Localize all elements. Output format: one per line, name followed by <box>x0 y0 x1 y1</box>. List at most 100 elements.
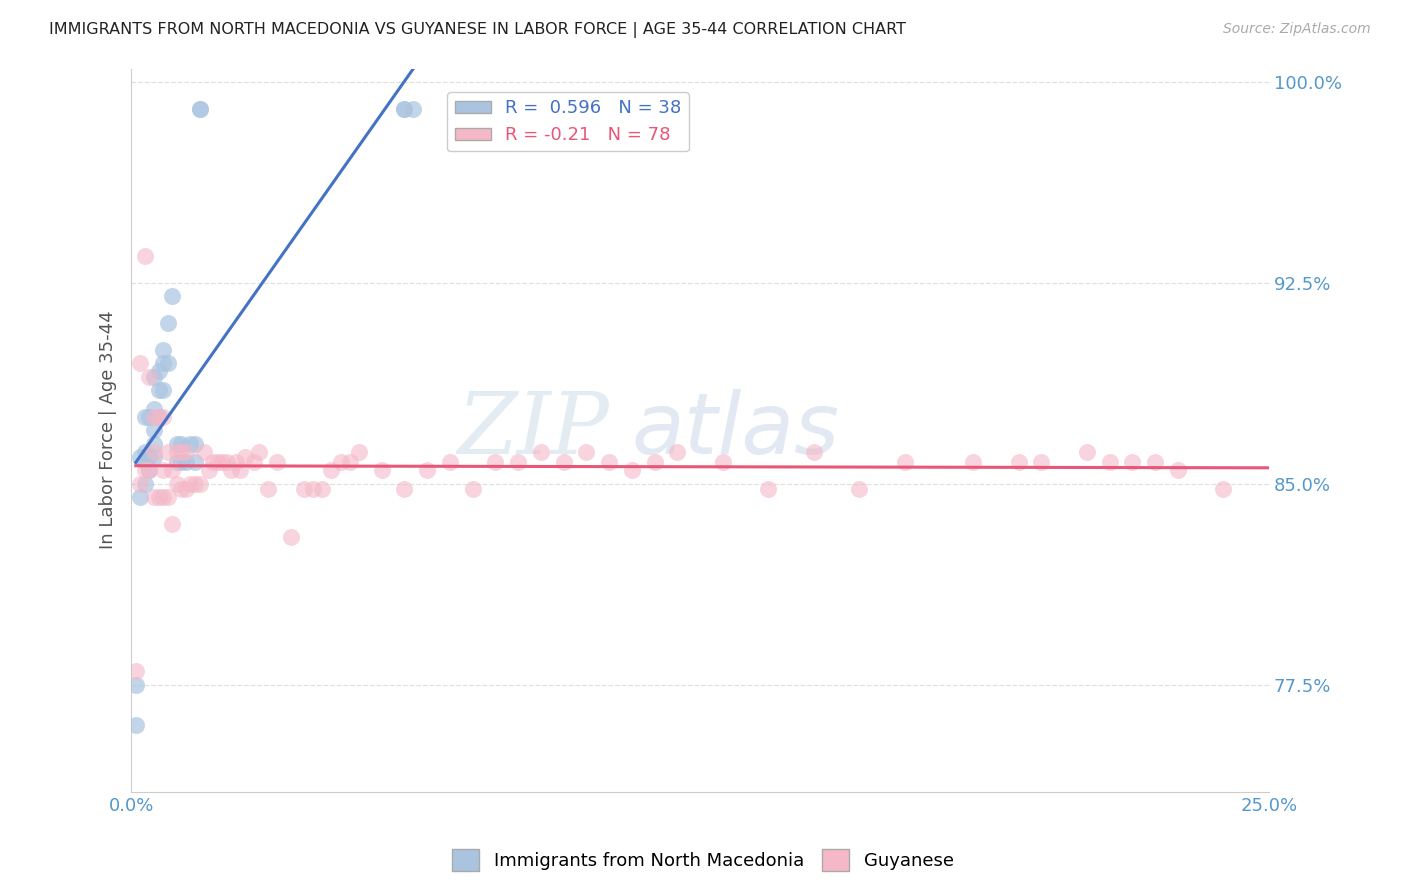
Point <box>620 463 643 477</box>
Point <box>184 436 207 450</box>
Point <box>148 383 170 397</box>
Point <box>125 664 148 678</box>
Point <box>848 482 870 496</box>
Point <box>148 409 170 424</box>
Point <box>484 455 506 469</box>
Point <box>138 369 160 384</box>
Point <box>160 463 183 477</box>
Point <box>280 530 302 544</box>
Point <box>188 102 211 116</box>
Point <box>803 444 825 458</box>
Point <box>134 444 156 458</box>
Point <box>394 102 416 116</box>
Point <box>1076 444 1098 458</box>
Point <box>134 463 156 477</box>
Point <box>394 482 416 496</box>
Point <box>243 455 266 469</box>
Point <box>152 409 174 424</box>
Point <box>962 455 984 469</box>
Point <box>160 289 183 303</box>
Point <box>166 455 188 469</box>
Point <box>179 476 201 491</box>
Point <box>207 455 229 469</box>
Point <box>170 444 193 458</box>
Point <box>292 482 315 496</box>
Point <box>143 444 166 458</box>
Point <box>129 450 152 464</box>
Point <box>311 482 333 496</box>
Point <box>156 356 179 370</box>
Point <box>156 316 179 330</box>
Point <box>644 455 666 469</box>
Point <box>197 463 219 477</box>
Point <box>215 455 238 469</box>
Point <box>188 476 211 491</box>
Point <box>152 463 174 477</box>
Point <box>174 482 197 496</box>
Point <box>143 401 166 416</box>
Point <box>1121 455 1143 469</box>
Point <box>1031 455 1053 469</box>
Point <box>461 482 484 496</box>
Point <box>152 490 174 504</box>
Point <box>143 490 166 504</box>
Point <box>148 409 170 424</box>
Point <box>416 463 439 477</box>
Point <box>143 436 166 450</box>
Point <box>553 455 575 469</box>
Point <box>148 364 170 378</box>
Point <box>170 455 193 469</box>
Point <box>1007 455 1029 469</box>
Point <box>329 455 352 469</box>
Point <box>166 436 188 450</box>
Point <box>756 482 779 496</box>
Point <box>184 476 207 491</box>
Point <box>370 463 392 477</box>
Point <box>143 369 166 384</box>
Point <box>174 444 197 458</box>
Point <box>598 455 620 469</box>
Point <box>575 444 598 458</box>
Point <box>221 463 243 477</box>
Point <box>347 444 370 458</box>
Point <box>152 356 174 370</box>
Point <box>247 444 270 458</box>
Point <box>166 444 188 458</box>
Point <box>129 490 152 504</box>
Point <box>138 409 160 424</box>
Point <box>302 482 325 496</box>
Point <box>339 455 361 469</box>
Point <box>129 476 152 491</box>
Point <box>1167 463 1189 477</box>
Point <box>402 102 425 116</box>
Point <box>170 482 193 496</box>
Point <box>138 463 160 477</box>
Point <box>184 455 207 469</box>
Point <box>138 450 160 464</box>
Point <box>193 444 215 458</box>
Point <box>125 677 148 691</box>
Point <box>211 455 233 469</box>
Point <box>711 455 734 469</box>
Point <box>143 409 166 424</box>
Text: atlas: atlas <box>631 389 839 472</box>
Point <box>202 455 225 469</box>
Point <box>233 450 256 464</box>
Point <box>148 490 170 504</box>
Point <box>138 463 160 477</box>
Point <box>188 102 211 116</box>
Point <box>894 455 917 469</box>
Point <box>170 436 193 450</box>
Point <box>152 383 174 397</box>
Point <box>129 356 152 370</box>
Legend: Immigrants from North Macedonia, Guyanese: Immigrants from North Macedonia, Guyanes… <box>446 842 960 879</box>
Point <box>266 455 288 469</box>
Point <box>229 463 252 477</box>
Point <box>125 717 148 731</box>
Point <box>1212 482 1234 496</box>
Point <box>179 436 201 450</box>
Point <box>134 249 156 263</box>
Point <box>225 455 247 469</box>
Point <box>1144 455 1167 469</box>
Point <box>143 450 166 464</box>
